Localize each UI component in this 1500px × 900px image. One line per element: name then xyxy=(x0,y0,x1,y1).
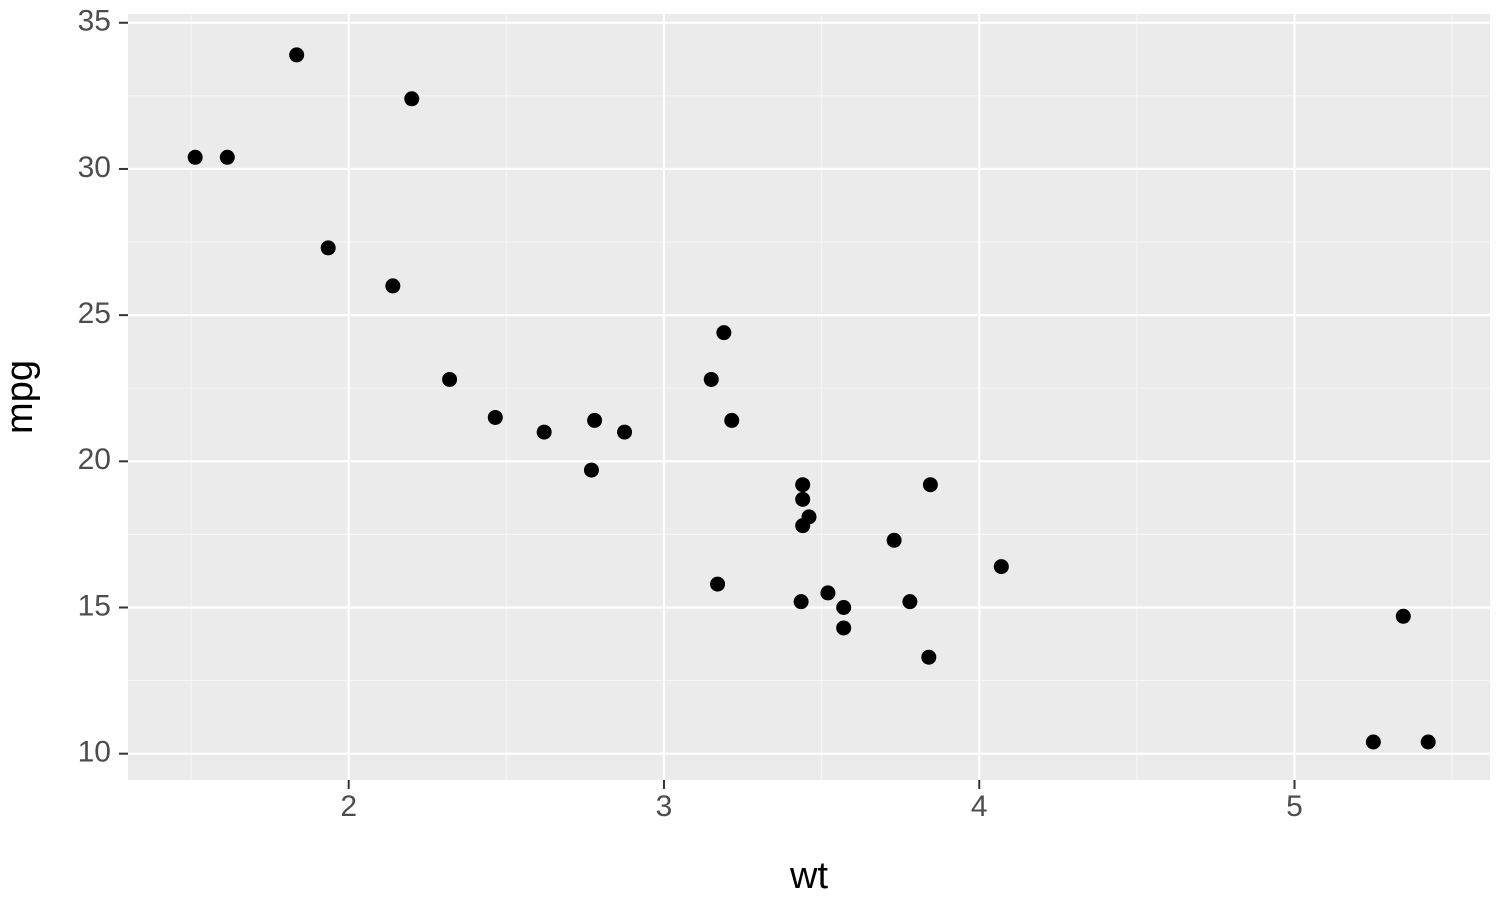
x-tick-label: 5 xyxy=(1286,790,1303,823)
y-tick-label: 30 xyxy=(78,151,111,184)
y-tick-label: 10 xyxy=(78,736,111,769)
x-tick-label: 2 xyxy=(340,790,357,823)
data-point xyxy=(617,425,632,440)
data-point xyxy=(442,372,457,387)
data-point xyxy=(584,463,599,478)
data-point xyxy=(724,413,739,428)
data-point xyxy=(537,425,552,440)
y-tick-label: 25 xyxy=(78,297,111,330)
data-point xyxy=(902,594,917,609)
scatter-chart: 2 3 4 5 10 15 20 25 30 35 wt mpg xyxy=(0,0,1500,900)
y-tick-label: 15 xyxy=(78,589,111,622)
data-point xyxy=(921,650,936,665)
data-point xyxy=(188,150,203,165)
chart-svg: 2 3 4 5 10 15 20 25 30 35 wt mpg xyxy=(0,0,1500,900)
y-axis-title: mpg xyxy=(0,360,41,434)
data-point xyxy=(704,372,719,387)
data-point xyxy=(994,559,1009,574)
data-point xyxy=(923,477,938,492)
data-point xyxy=(1366,734,1381,749)
data-point xyxy=(795,477,810,492)
data-point xyxy=(488,410,503,425)
y-tick-label: 35 xyxy=(78,5,111,38)
x-tick-label: 3 xyxy=(656,790,673,823)
data-point xyxy=(716,325,731,340)
data-point xyxy=(289,47,304,62)
x-axis-title: wt xyxy=(789,855,828,897)
x-tick-label: 4 xyxy=(971,790,988,823)
data-point xyxy=(836,620,851,635)
plot-panel xyxy=(128,14,1490,780)
data-point xyxy=(385,278,400,293)
data-point xyxy=(820,585,835,600)
y-tick-label: 20 xyxy=(78,443,111,476)
data-point xyxy=(220,150,235,165)
data-point xyxy=(887,533,902,548)
data-point xyxy=(1396,609,1411,624)
data-point xyxy=(795,518,810,533)
data-point xyxy=(836,600,851,615)
data-point xyxy=(795,492,810,507)
data-point xyxy=(1421,734,1436,749)
data-point xyxy=(710,577,725,592)
data-point xyxy=(587,413,602,428)
data-point xyxy=(321,240,336,255)
data-point xyxy=(794,594,809,609)
data-point xyxy=(404,91,419,106)
